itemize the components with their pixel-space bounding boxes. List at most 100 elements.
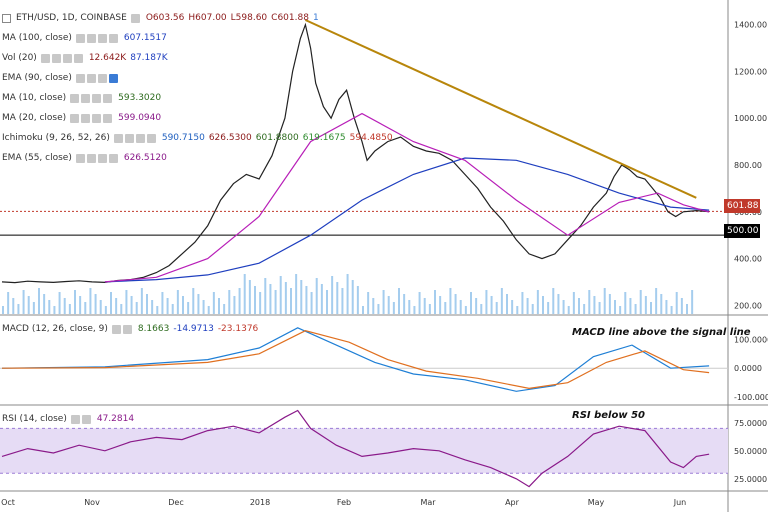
hide-icon[interactable]	[81, 93, 91, 103]
volume-bar	[614, 300, 616, 314]
x-tick-label: Mar	[420, 498, 436, 507]
volume-bar	[572, 292, 575, 314]
more-icon[interactable]	[146, 133, 156, 143]
y-tick-label: 1200.00	[734, 67, 767, 76]
settings-icon[interactable]	[70, 113, 80, 123]
volume-bar	[644, 296, 647, 314]
macd-legend-label[interactable]: MACD (12, 26, close, 9)	[2, 324, 108, 334]
settings-icon[interactable]	[70, 93, 80, 103]
volume-bar	[284, 282, 287, 314]
volume-bar	[475, 298, 478, 314]
volume-bar	[526, 298, 529, 314]
volume-bar	[650, 302, 652, 314]
volume-bar	[680, 298, 683, 314]
legend-label-vol[interactable]: Vol (20)	[2, 53, 37, 63]
volume-bar	[120, 304, 123, 314]
rsi-legend-label[interactable]: RSI (14, close)	[2, 414, 67, 424]
volume-bar	[552, 288, 555, 314]
volume-bar	[22, 290, 25, 314]
volume-bar	[377, 304, 380, 314]
settings-icon[interactable]	[75, 153, 85, 163]
volume-bar	[99, 300, 102, 314]
legend-label-ema55[interactable]: EMA (55, close)	[2, 153, 72, 163]
volume-bar	[624, 292, 627, 314]
volume-bar	[115, 298, 118, 314]
legend-row-ema90: EMA (90, close)	[0, 68, 360, 88]
volume-bar	[336, 282, 339, 314]
volume-bar	[104, 306, 107, 314]
legend-value-vol-0: 12.642K	[88, 53, 127, 63]
macd-series-line-0	[1, 327, 710, 392]
volume-bar	[259, 292, 262, 314]
rsi-settings-icon[interactable]	[70, 414, 80, 424]
legend-label-ichimoku[interactable]: Ichimoku (9, 26, 52, 26)	[2, 133, 110, 143]
volume-bar	[428, 304, 431, 314]
symbol-label[interactable]: ETH/USD, 1D, COINBASE	[16, 13, 127, 23]
source-icon[interactable]	[97, 73, 107, 83]
legend-label-ma10[interactable]: MA (10, close)	[2, 93, 67, 103]
volume-bar	[593, 296, 596, 314]
more-icon[interactable]	[108, 153, 118, 163]
series-line-2	[104, 112, 710, 283]
macd-series-line-1	[1, 330, 710, 390]
macd-y-tick-label: -100.0000	[734, 393, 768, 402]
rsi-band	[0, 428, 728, 474]
more-icon[interactable]	[103, 113, 113, 123]
volume-bar	[68, 304, 71, 314]
settings-icon[interactable]	[40, 53, 50, 63]
volume-bar	[619, 306, 622, 314]
settings-icon[interactable]	[75, 73, 85, 83]
volume-bar	[264, 278, 267, 314]
legend-label-ma20[interactable]: MA (20, close)	[2, 113, 67, 123]
volume-bar	[660, 294, 663, 314]
source-icon[interactable]	[97, 153, 107, 163]
source-icon[interactable]	[97, 33, 107, 43]
hide-icon[interactable]	[124, 133, 134, 143]
volume-bar	[212, 292, 215, 314]
volume-bar	[197, 294, 200, 314]
open-value: O603.56	[145, 13, 185, 23]
rsi-hide-icon[interactable]	[81, 414, 91, 424]
more-icon[interactable]	[103, 93, 113, 103]
collapse-icon[interactable]	[2, 13, 11, 23]
source-icon[interactable]	[135, 133, 145, 143]
series-line-1	[104, 157, 710, 283]
rsi-y-tick-label: 50.0000	[734, 447, 767, 456]
hide-icon[interactable]	[51, 53, 61, 63]
volume-bar	[367, 292, 370, 314]
volume-bar	[161, 292, 164, 314]
volume-bar	[74, 290, 76, 314]
more-icon[interactable]	[108, 33, 118, 43]
legend-value-ma100-0: 607.1517	[123, 33, 167, 43]
settings-icon[interactable]	[130, 13, 140, 23]
more-icon[interactable]	[108, 73, 118, 83]
source-icon[interactable]	[92, 113, 102, 123]
x-tick-label: Apr	[505, 498, 520, 507]
rsi-y-tick-label: 25.0000	[734, 475, 767, 484]
x-tick-label: Feb	[337, 498, 351, 507]
volume-bar	[629, 298, 632, 314]
macd-settings-icon[interactable]	[111, 324, 121, 334]
macd-hide-icon[interactable]	[122, 324, 132, 334]
volume-bar	[2, 306, 4, 314]
settings-icon[interactable]	[75, 33, 85, 43]
hide-icon[interactable]	[81, 113, 91, 123]
compare-count[interactable]: 1	[312, 13, 319, 23]
y-tick-label: 800.00	[734, 161, 762, 170]
legend-label-ema90[interactable]: EMA (90, close)	[2, 73, 72, 83]
hide-icon[interactable]	[86, 73, 96, 83]
settings-icon[interactable]	[113, 133, 123, 143]
x-tick-label: Nov	[84, 498, 100, 507]
x-tick-label: Jun	[673, 498, 687, 507]
macd-annotation: MACD line above the signal line	[572, 327, 751, 338]
x-tick-label: May	[588, 498, 605, 507]
source-icon[interactable]	[92, 93, 102, 103]
hide-icon[interactable]	[86, 33, 96, 43]
legend-header: ETH/USD, 1D, COINBASE O603.56 H607.00 L5…	[0, 8, 360, 28]
volume-bar	[63, 298, 66, 314]
source-icon[interactable]	[62, 53, 72, 63]
hide-icon[interactable]	[86, 153, 96, 163]
more-icon[interactable]	[73, 53, 83, 63]
legend-label-ma100[interactable]: MA (100, close)	[2, 33, 72, 43]
